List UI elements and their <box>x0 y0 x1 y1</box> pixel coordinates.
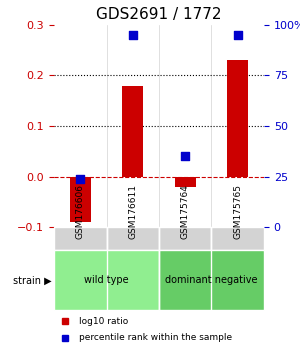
Text: GSM175765: GSM175765 <box>233 184 242 239</box>
FancyBboxPatch shape <box>106 227 159 251</box>
Text: dominant negative: dominant negative <box>165 275 258 285</box>
Text: percentile rank within the sample: percentile rank within the sample <box>79 333 232 342</box>
Bar <box>70 177 91 222</box>
Text: log10 ratio: log10 ratio <box>79 316 128 326</box>
Point <box>183 154 188 159</box>
Point <box>235 32 240 38</box>
Point <box>130 32 135 38</box>
FancyBboxPatch shape <box>159 251 264 310</box>
Text: wild type: wild type <box>84 275 129 285</box>
Text: strain ▶: strain ▶ <box>13 275 51 285</box>
FancyBboxPatch shape <box>159 227 211 251</box>
Text: GSM176606: GSM176606 <box>76 184 85 239</box>
Title: GDS2691 / 1772: GDS2691 / 1772 <box>96 7 222 22</box>
Bar <box>227 60 248 177</box>
FancyBboxPatch shape <box>54 251 159 310</box>
Text: GSM176611: GSM176611 <box>128 184 137 239</box>
Bar <box>175 177 196 187</box>
FancyBboxPatch shape <box>212 227 264 251</box>
Text: GSM175764: GSM175764 <box>181 184 190 239</box>
FancyBboxPatch shape <box>54 227 106 251</box>
Point <box>78 176 83 182</box>
Bar <box>122 86 143 177</box>
